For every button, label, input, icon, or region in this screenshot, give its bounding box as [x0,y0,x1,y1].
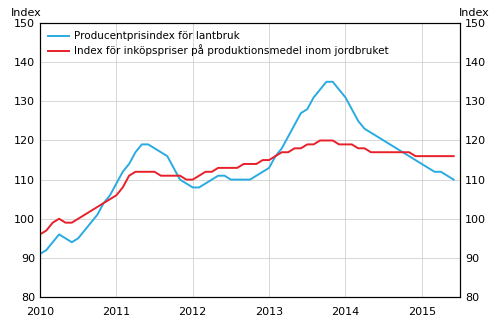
Legend: Producentprisindex för lantbruk, Index för inköpspriser på produktionsmedel inom: Producentprisindex för lantbruk, Index f… [45,28,392,60]
Text: Index: Index [458,8,490,17]
Text: Index: Index [10,8,42,17]
